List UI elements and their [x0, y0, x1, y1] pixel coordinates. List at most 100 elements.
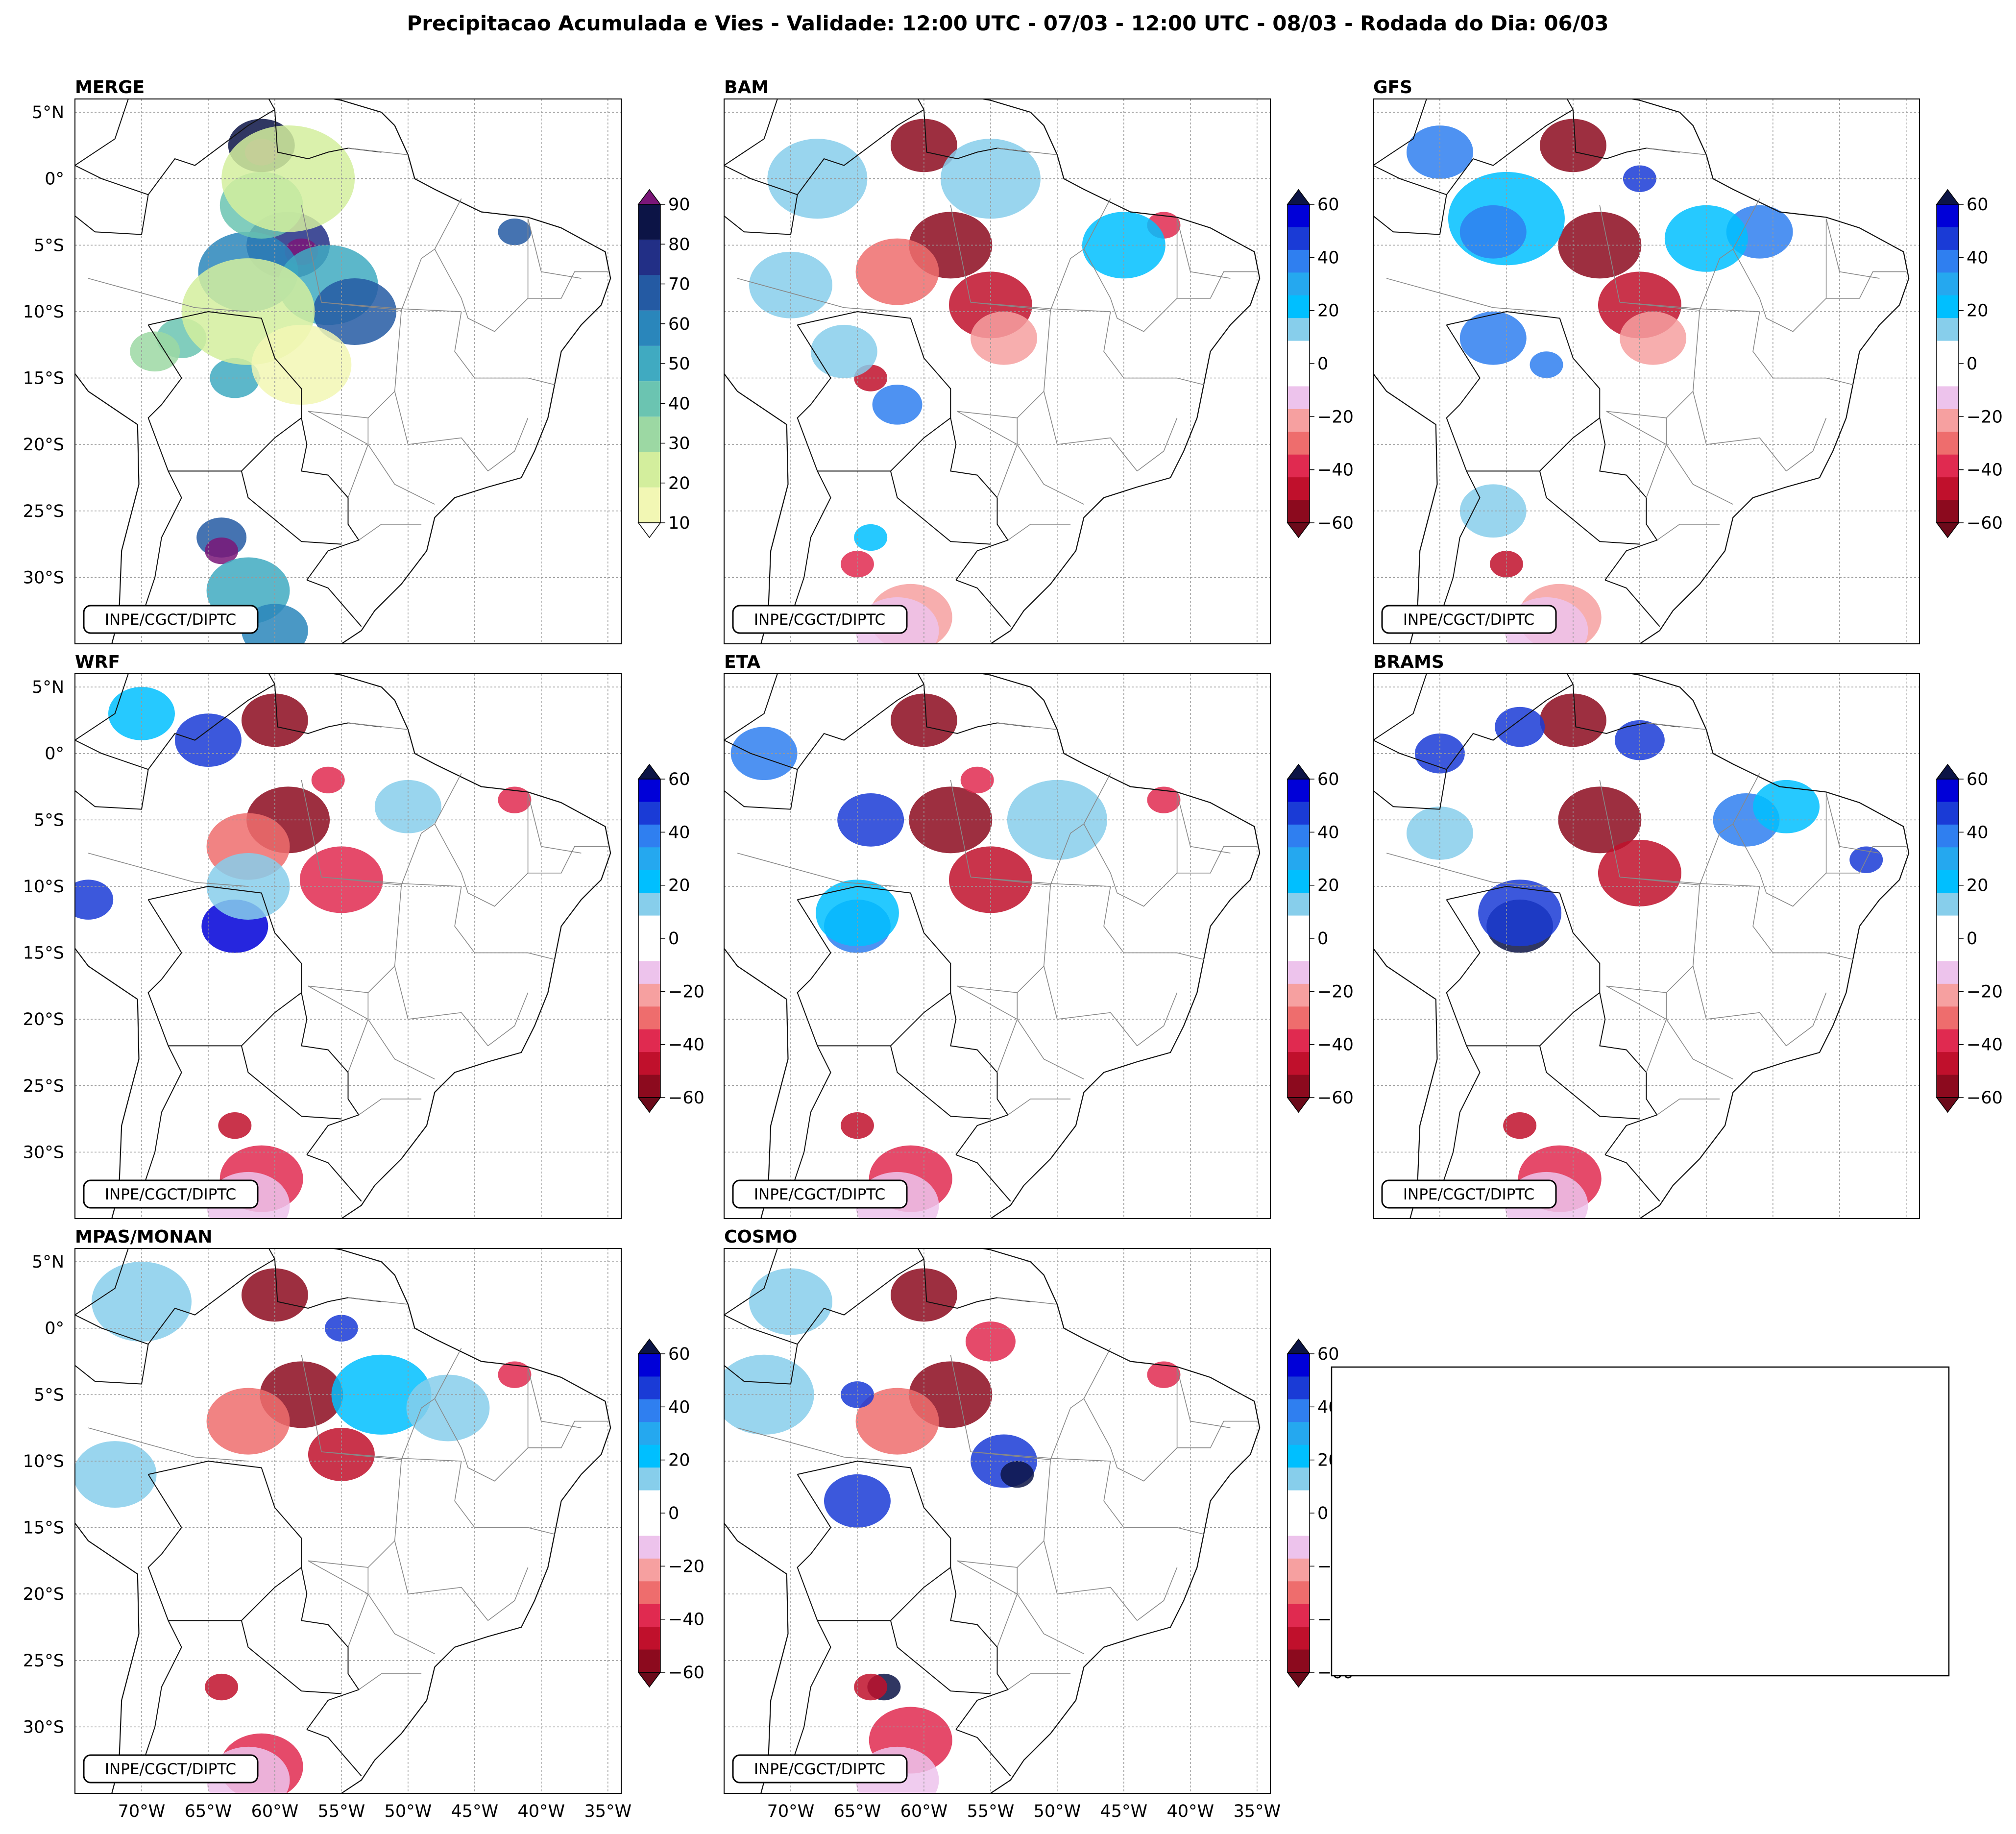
- lat-label: 30°S: [23, 1717, 64, 1737]
- colorbar-tick-label: −60: [668, 1088, 704, 1108]
- field-blob: [810, 324, 877, 378]
- state-border: [367, 992, 435, 1079]
- colorbar-segment: [1287, 802, 1310, 825]
- colorbar-segment: [638, 847, 660, 871]
- colorbar-tick-label: −20: [1317, 982, 1354, 1002]
- colorbar-segment: [1937, 249, 1959, 273]
- colorbar-segment: [1937, 1052, 1959, 1076]
- lat-label: 25°S: [23, 1651, 64, 1671]
- figure-title: Precipitacao Acumulada e Vies - Validade…: [407, 11, 1608, 35]
- state-border: [1732, 793, 1827, 907]
- country-border: [955, 1729, 1011, 1777]
- field-blob: [890, 1268, 957, 1322]
- country-border: [147, 1474, 302, 1621]
- country-border: [797, 899, 951, 1047]
- field-blob: [1489, 551, 1523, 578]
- colorbar-segment: [638, 961, 660, 984]
- state-border: [950, 1354, 971, 1452]
- coastline-west: [75, 947, 140, 1219]
- map-frame: [1373, 673, 1920, 1219]
- lon-label: 65°W: [185, 1802, 232, 1821]
- credit-badge: INPE/CGCT/DIPTC: [732, 1179, 908, 1209]
- field-layer: [724, 1268, 1181, 1793]
- lon-label: 70°W: [767, 1802, 815, 1821]
- field-blob: [1459, 311, 1527, 365]
- colorbar-segment: [1287, 870, 1310, 893]
- lon-label: 70°W: [118, 1802, 166, 1821]
- state-border: [1103, 1461, 1204, 1535]
- colorbar-segment: [1287, 1376, 1310, 1400]
- colorbar-tick-label: −20: [668, 982, 704, 1002]
- colorbar-segment: [1287, 409, 1310, 432]
- colorbar-segment: [1937, 983, 1959, 1007]
- lon-label: 40°W: [1167, 1802, 1214, 1821]
- colorbar-segment: [1937, 1029, 1959, 1052]
- field-blob: [406, 1374, 490, 1442]
- coastline-east: [330, 99, 611, 644]
- state-border: [367, 417, 435, 505]
- lat-label: 5°N: [32, 678, 64, 697]
- country-border: [306, 579, 362, 627]
- field-blob: [1000, 1461, 1034, 1488]
- colorbar-segment: [1287, 1627, 1310, 1650]
- colorbar-tick-label: −60: [1967, 514, 2003, 533]
- colorbar-segment: [1287, 454, 1310, 478]
- field-blob: [1614, 720, 1665, 760]
- country-border: [1446, 899, 1600, 1047]
- map-background: [1373, 674, 1919, 1219]
- state-border: [348, 1297, 408, 1305]
- colorbar-tick-label: 60: [1967, 195, 1989, 215]
- state-border: [1177, 1420, 1257, 1448]
- colorbar-under-triangle: [1287, 522, 1311, 538]
- state-border: [401, 198, 462, 311]
- state-border: [1007, 1673, 1071, 1690]
- colorbar-segment: [1287, 477, 1310, 501]
- colorbar-segment: [1287, 364, 1310, 387]
- colorbar-tick-label: 40: [1967, 823, 1989, 842]
- state-border: [1007, 1099, 1071, 1116]
- lat-label: 25°S: [23, 1076, 64, 1096]
- lon-label: 35°W: [1233, 1802, 1281, 1821]
- panel-bam: BAM INPE/CGCT/DIPTC 60 40 20 0 −20 −40 −60: [724, 77, 1354, 644]
- colorbar-tick-label: 90: [668, 195, 690, 215]
- field-blob: [1598, 839, 1681, 906]
- state-border: [1177, 846, 1257, 874]
- country-border: [268, 674, 275, 685]
- colorbar-segment: [638, 1558, 660, 1582]
- state-border: [1017, 992, 1084, 1079]
- country-border: [724, 1248, 798, 1345]
- country-border: [1373, 790, 1394, 807]
- state-border: [1007, 524, 1071, 541]
- panels: MERGE INPE/CGCT/DIPTC 5°N 0° 5°S 10°S 15°S 20°S…: [23, 77, 2003, 1821]
- country-border: [75, 1365, 96, 1382]
- colorbar-segment: [1287, 961, 1310, 984]
- lon-label: 45°W: [451, 1802, 499, 1821]
- colorbar-segment: [638, 1604, 660, 1627]
- colorbar-segment: [1287, 1052, 1310, 1076]
- lon-label: 60°W: [251, 1802, 299, 1821]
- country-border: [75, 99, 148, 196]
- colorbar-segment: [638, 1513, 660, 1536]
- lat-label: 10°S: [23, 877, 64, 897]
- country-border: [797, 324, 951, 472]
- lon-label: 65°W: [834, 1802, 881, 1821]
- colorbar-tick-label: −40: [1317, 461, 1354, 480]
- panel-title: MERGE: [75, 77, 145, 98]
- colorbar-tick-label: 40: [1317, 248, 1339, 268]
- colorbar-segment: [1937, 409, 1959, 432]
- field-blob: [854, 1673, 888, 1701]
- country-border: [95, 109, 275, 235]
- country-border: [147, 324, 302, 472]
- colorbar-segment: [1287, 1604, 1310, 1627]
- lat-label: 10°S: [23, 1452, 64, 1471]
- field-blob: [251, 324, 352, 405]
- credit-box: [83, 1754, 259, 1784]
- colorbar-tick-label: 80: [668, 235, 690, 254]
- country-border: [1539, 1046, 1640, 1120]
- state-border: [1752, 886, 1853, 960]
- state-border: [301, 780, 322, 878]
- panel-title: BRAMS: [1373, 652, 1444, 672]
- state-border: [950, 780, 971, 878]
- field-blob: [1459, 205, 1527, 259]
- field-blob: [1530, 351, 1563, 378]
